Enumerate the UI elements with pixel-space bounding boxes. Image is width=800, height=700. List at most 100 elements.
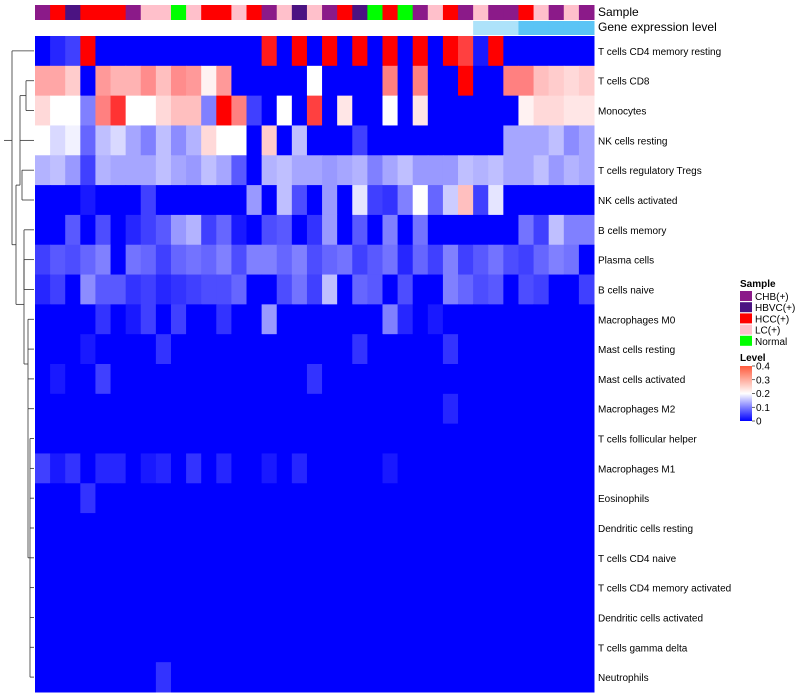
heatmap-cell [125,453,142,484]
heatmap-cell [412,393,429,425]
heatmap-cell [518,185,535,216]
heatmap-cell [548,393,565,425]
legend-entry-label: CHB(+) [755,292,789,303]
heatmap-cell [518,244,535,276]
heatmap-cell [261,36,278,67]
heatmap-cell [488,214,504,246]
heatmap-cell [291,542,308,574]
heatmap-cell [170,662,187,693]
heatmap-cell [397,572,414,604]
heatmap-cell [65,364,81,395]
heatmap-cell [578,274,595,305]
heatmap-cell [186,214,202,246]
heatmap-cell [291,274,308,305]
heatmap-cell [533,423,550,454]
heatmap-cell [186,542,202,574]
heatmap-cell [276,214,293,246]
heatmap-cell [533,334,550,365]
heatmap-cell [322,572,338,604]
heatmap-cell [563,334,580,365]
heatmap-cell [458,602,474,633]
row-label: Macrophages M1 [598,464,676,475]
heatmap-cell [95,572,112,604]
gene-track-cell [140,21,157,35]
heatmap-cell [231,155,248,186]
heatmap-cell [261,274,278,305]
heatmap-cell [337,423,353,454]
heatmap-cell [533,632,550,663]
heatmap-cell [442,423,459,454]
heatmap-cell [201,244,217,276]
sample-track-cell [337,5,353,20]
heatmap-cell [548,662,565,693]
heatmap-cell [140,364,157,395]
heatmap-cell [110,572,127,604]
level-tick-label: 0.1 [756,403,770,414]
heatmap-cell [50,662,66,693]
heatmap-cell [65,602,81,633]
level-ticks: 0.4 0.3 0.2 0.1 0 [752,362,770,428]
sample-track-cell [125,5,142,20]
heatmap-cell [548,36,565,67]
heatmap-cell [65,483,81,514]
heatmap-cell [473,483,489,514]
heatmap-cell [458,185,474,216]
heatmap-cell [578,214,595,246]
heatmap-cell [95,334,112,365]
heatmap-cell [170,513,187,544]
heatmap-cell [201,155,217,186]
sample-track-cell [458,5,474,20]
heatmap-cell [458,65,474,97]
heatmap-cell [276,483,293,514]
gene-track-cell [533,21,550,35]
heatmap-cell [427,65,444,97]
heatmap-cell [367,393,383,425]
row-label: T cells CD4 naive [598,554,677,565]
heatmap-cell [563,304,580,335]
heatmap-cell [503,125,519,156]
heatmap-cell [412,244,429,276]
heatmap-cell [95,36,112,67]
heatmap-cell [291,662,308,693]
heatmap-cell [231,483,248,514]
heatmap-cell [442,155,459,186]
heatmap-cell [442,393,459,425]
heatmap-cell [216,662,232,693]
heatmap-cell [276,125,293,156]
legend-level-title: Level [740,353,766,364]
heatmap-cell [140,513,157,544]
heatmap-cell [186,483,202,514]
heatmap-cell [216,483,232,514]
heatmap-cell [125,155,142,186]
row-label: B cells naive [598,285,655,296]
heatmap-cell [488,393,504,425]
heatmap-cell [578,95,595,126]
heatmap-cell [397,483,414,514]
heatmap-cell [548,274,565,305]
heatmap-cell [95,214,112,246]
heatmap-cell [80,304,96,335]
heatmap-cell [473,632,489,663]
heatmap-cell [170,542,187,574]
heatmap-cell [291,393,308,425]
heatmap-cell [95,453,112,484]
heatmap-cell [140,185,157,216]
heatmap-cell [503,542,519,574]
heatmap-cell [140,125,157,156]
heatmap-cell [80,542,96,574]
heatmap-cell [337,364,353,395]
heatmap-cell [291,65,308,97]
heatmap-cell [412,483,429,514]
heatmap-cell [533,364,550,395]
gene-track-cell [367,21,383,35]
heatmap-cell [503,602,519,633]
heatmap-cell [95,513,112,544]
heatmap-cell [50,542,66,574]
heatmap-cell [50,214,66,246]
row-label: T cells follicular helper [598,435,697,446]
heatmap-cell [201,542,217,574]
heatmap-cell [578,36,595,67]
heatmap-cell [35,304,51,335]
heatmap-cell [412,214,429,246]
heatmap-cell [65,36,81,67]
